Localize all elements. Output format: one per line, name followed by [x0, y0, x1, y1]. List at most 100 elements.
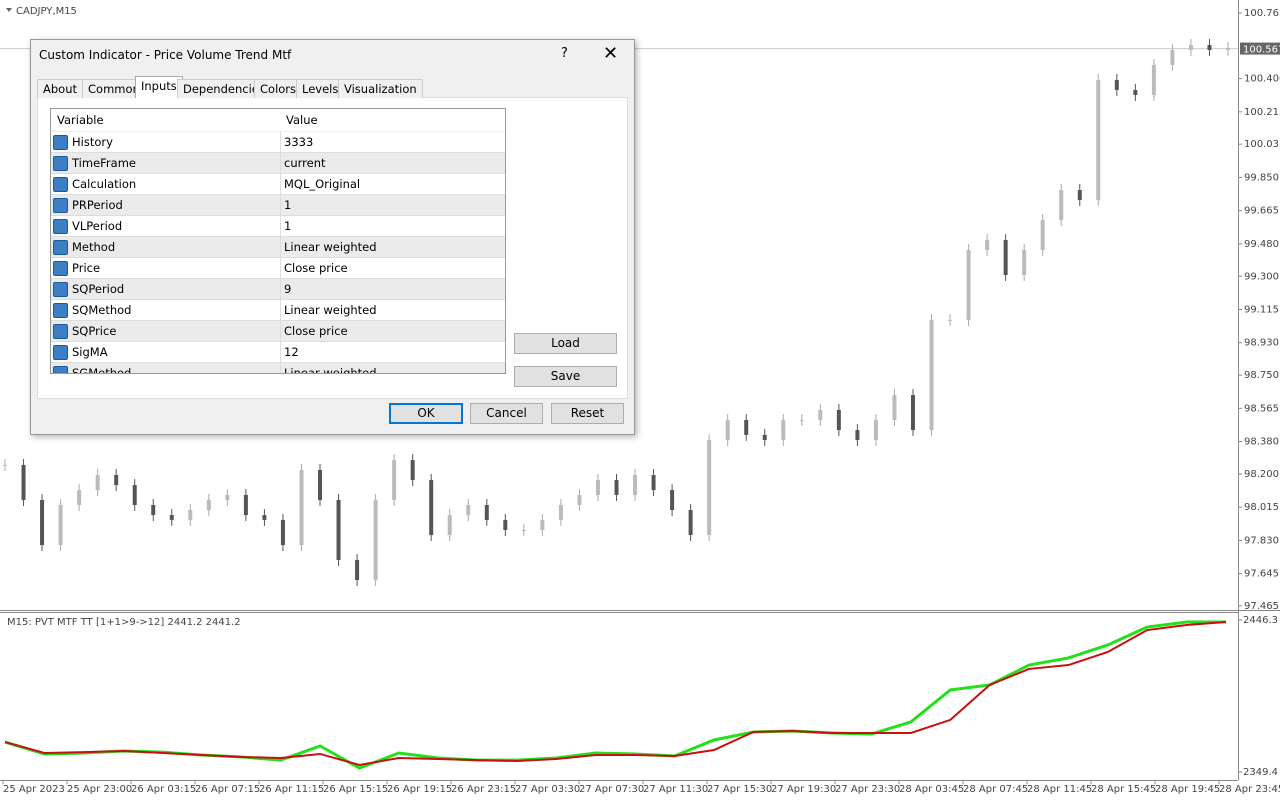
price-tick-label: 100.215 [1244, 107, 1280, 118]
candle-body [21, 464, 26, 500]
load-button[interactable]: Load [514, 333, 617, 354]
tab[interactable]: About [37, 79, 84, 98]
tab[interactable]: Dependencies [177, 79, 271, 98]
time-label: 27 Apr 11:30 [643, 784, 708, 795]
dialog-title: Custom Indicator - Price Volume Trend Mt… [39, 48, 292, 62]
candle-body [521, 529, 526, 531]
save-button[interactable]: Save [514, 366, 617, 387]
candle-body [299, 469, 304, 546]
candle-body [188, 510, 193, 520]
time-label: 28 Apr 07:45 [963, 784, 1028, 795]
candle-body [670, 490, 675, 511]
tab[interactable]: Common [82, 79, 146, 98]
table-row: VLPeriod 1 [51, 216, 505, 237]
candle-body [429, 480, 434, 536]
type-icon [53, 261, 68, 276]
variable-name: SQPrice [72, 324, 117, 338]
time-label: 28 Apr 11:45 [1027, 784, 1092, 795]
variable-value[interactable]: Close price [280, 258, 348, 278]
ok-button[interactable]: OK [389, 403, 463, 424]
variable-name: Price [72, 261, 101, 275]
candle-body [206, 499, 211, 511]
tab[interactable]: Visualization [338, 79, 423, 98]
candle-body [948, 319, 953, 321]
variable-value[interactable]: MQL_Original [280, 174, 360, 194]
candle-body [262, 515, 267, 520]
help-button[interactable]: ? [561, 46, 568, 61]
tab[interactable]: Inputs [135, 76, 183, 98]
variable-value[interactable]: 1 [280, 195, 291, 215]
candle-body [1226, 48, 1230, 51]
variable-name: SQMethod [72, 303, 132, 317]
cancel-button[interactable]: Cancel [470, 403, 543, 424]
variable-value[interactable]: Linear weighted [280, 300, 377, 320]
price-tick-label: 99.300 [1244, 271, 1279, 282]
candle-body [725, 420, 730, 440]
variable-name: TimeFrame [72, 156, 136, 170]
reset-button[interactable]: Reset [551, 403, 624, 424]
candle-body [58, 505, 63, 546]
variable-value[interactable]: Linear weighted [280, 363, 377, 373]
price-tick-label: 99.850 [1244, 172, 1279, 183]
candle-body [540, 519, 545, 530]
type-icon [53, 282, 68, 297]
variable-name: History [72, 135, 113, 149]
price-tick-label: 99.665 [1244, 206, 1279, 217]
price-tick-label: 97.830 [1244, 535, 1279, 546]
close-button[interactable]: ✕ [603, 43, 619, 64]
price-tick-label: 99.115 [1244, 305, 1279, 316]
time-label: 26 Apr 03:15 [131, 784, 196, 795]
candle-body [892, 395, 897, 421]
variable-value[interactable]: current [280, 153, 326, 173]
tab[interactable]: Levels [296, 79, 345, 98]
table-row: SigMA 12 [51, 342, 505, 363]
price-tick-label: 98.015 [1244, 502, 1279, 513]
candle-body [114, 475, 119, 486]
price-tick-label: 98.380 [1244, 437, 1279, 448]
candle-body [503, 519, 508, 530]
variable-value[interactable]: 9 [280, 279, 291, 299]
table-row: SGMethod Linear weighted [51, 363, 505, 373]
price-tick-label: 100.400 [1244, 74, 1280, 85]
current-price-box [1240, 42, 1280, 55]
type-icon [53, 303, 68, 318]
candle-body [484, 505, 489, 520]
candle-body [762, 434, 767, 440]
variable-name: Method [72, 240, 116, 254]
candle-body [1207, 44, 1212, 51]
table-row: SQPrice Close price [51, 321, 505, 342]
candle-body [744, 420, 749, 435]
inputs-table: Variable Value History 3333 TimeFrame curren… [50, 108, 506, 374]
dialog: Custom Indicator - Price Volume Trend Mt… [30, 39, 635, 435]
variable-name: Calculation [72, 177, 137, 191]
type-icon [53, 219, 68, 234]
candle-body [1114, 80, 1119, 90]
candle-body [985, 239, 990, 251]
candle-body [1059, 190, 1064, 221]
type-icon [53, 135, 68, 150]
table-row: PRPeriod 1 [51, 195, 505, 216]
variable-value[interactable]: Linear weighted [280, 237, 377, 257]
current-price-label: 100.567 [1243, 45, 1280, 56]
candle-body [707, 439, 712, 536]
time-label: 26 Apr 07:15 [195, 784, 260, 795]
price-tick-label: 97.645 [1244, 569, 1279, 580]
tab[interactable]: Colors [254, 79, 303, 98]
candle-body [336, 499, 341, 560]
candle-body [280, 519, 285, 546]
candle-body [318, 469, 323, 500]
candle-body [688, 510, 693, 536]
time-label: 27 Apr 07:30 [579, 784, 644, 795]
candle-body [929, 319, 934, 431]
candle-body [836, 409, 841, 431]
candle-body [3, 464, 7, 466]
time-label: 27 Apr 19:30 [771, 784, 836, 795]
candle-body [410, 460, 415, 481]
variable-value[interactable]: 1 [280, 216, 291, 236]
variable-value[interactable]: Close price [280, 321, 348, 341]
candle-body [1077, 190, 1082, 201]
table-row: SQPeriod 9 [51, 279, 505, 300]
variable-value[interactable]: 12 [280, 342, 299, 362]
variable-value[interactable]: 3333 [280, 132, 313, 152]
table-header: Variable Value [51, 109, 505, 132]
